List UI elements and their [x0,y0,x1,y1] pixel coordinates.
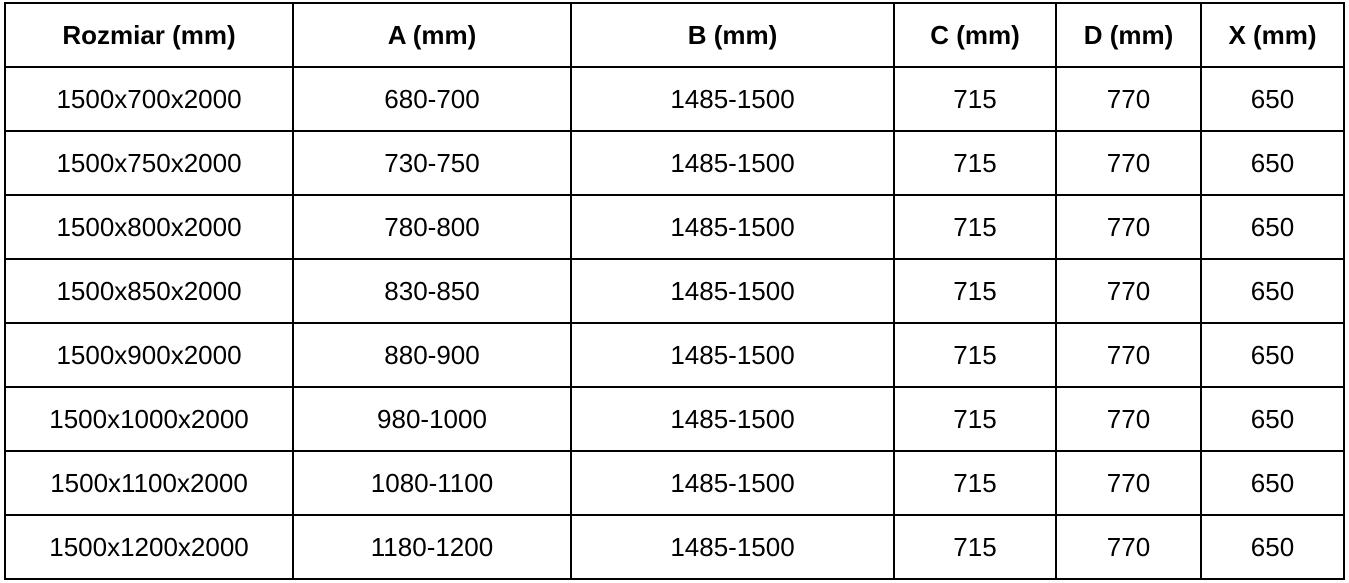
cell-size: 1500x1200x2000 [4,514,294,580]
table-row: 1500x850x2000 830-850 1485-1500 715 770 650 [4,258,1345,324]
cell-a: 730-750 [292,130,572,196]
cell-b: 1485-1500 [570,66,895,132]
cell-a: 830-850 [292,258,572,324]
cell-d: 770 [1055,194,1202,260]
column-header-x: X (mm) [1200,2,1345,68]
table-row: 1500x1200x2000 1180-1200 1485-1500 715 770 65… [4,514,1345,580]
cell-d: 770 [1055,514,1202,580]
cell-a: 980-1000 [292,386,572,452]
cell-b: 1485-1500 [570,130,895,196]
table-row: 1500x1100x2000 1080-1100 1485-1500 715 770 65… [4,450,1345,516]
dimensions-table: Rozmiar (mm) A (mm) B (mm) C (mm) D (mm) X (m… [4,2,1345,580]
column-header-c: C (mm) [893,2,1057,68]
cell-c: 715 [893,194,1057,260]
cell-c: 715 [893,322,1057,388]
cell-x: 650 [1200,66,1345,132]
cell-c: 715 [893,450,1057,516]
cell-x: 650 [1200,130,1345,196]
table-row: 1500x800x2000 780-800 1485-1500 715 770 650 [4,194,1345,260]
column-header-a: A (mm) [292,2,572,68]
table-row: 1500x750x2000 730-750 1485-1500 715 770 650 [4,130,1345,196]
cell-c: 715 [893,386,1057,452]
cell-b: 1485-1500 [570,258,895,324]
cell-c: 715 [893,130,1057,196]
cell-a: 680-700 [292,66,572,132]
cell-b: 1485-1500 [570,194,895,260]
cell-size: 1500x900x2000 [4,322,294,388]
table-row: 1500x700x2000 680-700 1485-1500 715 770 650 [4,66,1345,132]
cell-b: 1485-1500 [570,514,895,580]
column-header-size: Rozmiar (mm) [4,2,294,68]
table-row: 1500x900x2000 880-900 1485-1500 715 770 650 [4,322,1345,388]
column-header-d: D (mm) [1055,2,1202,68]
cell-a: 780-800 [292,194,572,260]
cell-size: 1500x750x2000 [4,130,294,196]
cell-size: 1500x850x2000 [4,258,294,324]
table-row: 1500x1000x2000 980-1000 1485-1500 715 770 650 [4,386,1345,452]
cell-d: 770 [1055,130,1202,196]
column-header-b: B (mm) [570,2,895,68]
cell-b: 1485-1500 [570,322,895,388]
cell-size: 1500x1000x2000 [4,386,294,452]
cell-d: 770 [1055,386,1202,452]
cell-c: 715 [893,258,1057,324]
cell-size: 1500x1100x2000 [4,450,294,516]
cell-a: 1180-1200 [292,514,572,580]
cell-d: 770 [1055,258,1202,324]
cell-x: 650 [1200,322,1345,388]
cell-c: 715 [893,514,1057,580]
cell-c: 715 [893,66,1057,132]
header-row: Rozmiar (mm) A (mm) B (mm) C (mm) D (mm) X (m… [4,2,1345,68]
cell-a: 880-900 [292,322,572,388]
cell-size: 1500x800x2000 [4,194,294,260]
cell-x: 650 [1200,258,1345,324]
cell-a: 1080-1100 [292,450,572,516]
cell-x: 650 [1200,450,1345,516]
cell-d: 770 [1055,66,1202,132]
cell-x: 650 [1200,514,1345,580]
cell-x: 650 [1200,194,1345,260]
cell-x: 650 [1200,386,1345,452]
cell-d: 770 [1055,322,1202,388]
cell-d: 770 [1055,450,1202,516]
cell-b: 1485-1500 [570,386,895,452]
cell-size: 1500x700x2000 [4,66,294,132]
cell-b: 1485-1500 [570,450,895,516]
